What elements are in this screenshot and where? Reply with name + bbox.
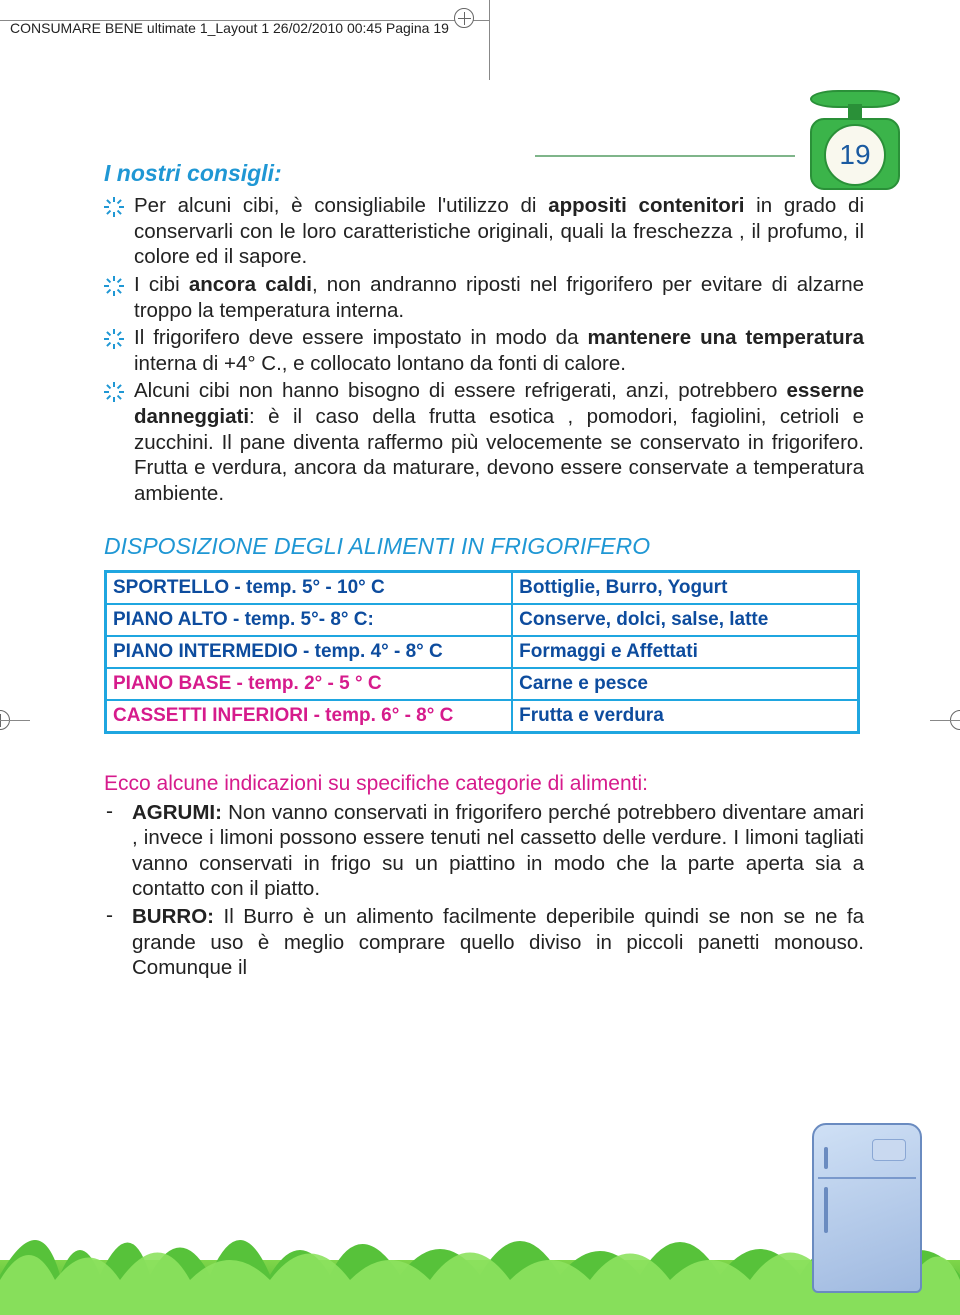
categories-intro: Ecco alcune indicazioni su specifiche ca… — [104, 772, 864, 796]
tip-item: Il frigorifero deve essere impostato in … — [104, 325, 864, 376]
category-item: -AGRUMI: Non vanno conservati in frigori… — [104, 800, 864, 903]
tip-text: Per alcuni cibi, è consigliabile l'utili… — [134, 193, 864, 270]
cell-location: CASSETTI INFERIORI - temp. 6° - 8° C — [106, 700, 513, 733]
crop-mark-text: CONSUMARE BENE ultimate 1_Layout 1 26/02… — [10, 20, 449, 36]
category-text: AGRUMI: Non vanno conservati in frigorif… — [132, 800, 864, 903]
page-content: I nostri consigli: Per alcuni cibi, è co… — [104, 160, 864, 983]
cell-food: Formaggi e Affettati — [512, 636, 858, 668]
table-row: SPORTELLO - temp. 5° - 10° CBottiglie, B… — [106, 571, 859, 604]
tip-text: Il frigorifero deve essere impostato in … — [134, 325, 864, 376]
tip-item: I cibi ancora caldi, non andranno ripost… — [104, 272, 864, 323]
fridge-table: SPORTELLO - temp. 5° - 10° CBottiglie, B… — [104, 570, 860, 734]
sparkle-bullet-icon — [104, 276, 124, 296]
sparkle-bullet-icon — [104, 329, 124, 349]
category-text: BURRO: Il Burro è un alimento facilmente… — [132, 904, 864, 981]
sparkle-bullet-icon — [104, 197, 124, 217]
tip-text: Alcuni cibi non hanno bisogno di essere … — [134, 378, 864, 506]
dash-bullet: - — [104, 800, 132, 824]
sparkle-bullet-icon — [104, 382, 124, 402]
table-row: PIANO BASE - temp. 2° - 5 ° CCarne e pes… — [106, 668, 859, 700]
decorative-rule — [535, 155, 795, 157]
table-row: PIANO ALTO - temp. 5°- 8° C:Conserve, do… — [106, 604, 859, 636]
cell-food: Bottiglie, Burro, Yogurt — [512, 571, 858, 604]
cell-food: Conserve, dolci, salse, latte — [512, 604, 858, 636]
category-item: -BURRO: Il Burro è un alimento facilment… — [104, 904, 864, 981]
tip-item: Per alcuni cibi, è consigliabile l'utili… — [104, 193, 864, 270]
crop-rule — [0, 720, 30, 721]
table-row: CASSETTI INFERIORI - temp. 6° - 8° CFrut… — [106, 700, 859, 733]
cell-location: PIANO BASE - temp. 2° - 5 ° C — [106, 668, 513, 700]
dash-bullet: - — [104, 904, 132, 928]
cell-location: SPORTELLO - temp. 5° - 10° C — [106, 571, 513, 604]
table-title: DISPOSIZIONE DEGLI ALIMENTI IN FRIGORIFE… — [104, 533, 864, 560]
crop-rule — [930, 720, 960, 721]
header-rule-v — [489, 0, 490, 80]
registration-mark-icon — [454, 8, 474, 28]
tip-text: I cibi ancora caldi, non andranno ripost… — [134, 272, 864, 323]
cell-food: Carne e pesce — [512, 668, 858, 700]
cell-location: PIANO ALTO - temp. 5°- 8° C: — [106, 604, 513, 636]
tips-title: I nostri consigli: — [104, 160, 864, 187]
table-row: PIANO INTERMEDIO - temp. 4° - 8° CFormag… — [106, 636, 859, 668]
cell-food: Frutta e verdura — [512, 700, 858, 733]
fridge-illustration-icon — [812, 1123, 922, 1293]
cell-location: PIANO INTERMEDIO - temp. 4° - 8° C — [106, 636, 513, 668]
tip-item: Alcuni cibi non hanno bisogno di essere … — [104, 378, 864, 506]
